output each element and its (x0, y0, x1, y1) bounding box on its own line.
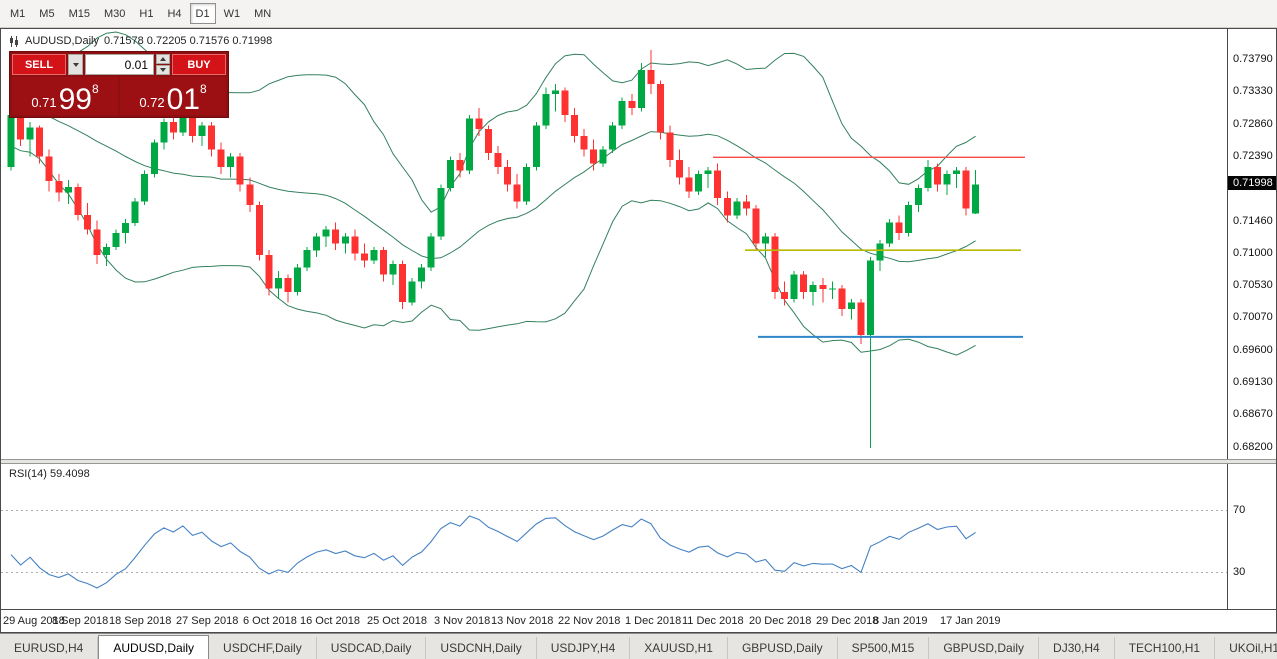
rsi-line (10, 515, 976, 589)
date-axis-label: 11 Dec 2018 (682, 615, 744, 627)
date-axis-label: 17 Jan 2019 (940, 615, 1001, 627)
sell-price-prefix: 0.71 (31, 95, 57, 110)
current-price-tag: 0.71998 (1228, 176, 1276, 190)
price-axis-label: 0.71460 (1233, 215, 1273, 227)
buy-price-sup: 8 (200, 82, 207, 96)
rsi-axis: 70 30 (1227, 464, 1276, 609)
price-axis-label: 0.71000 (1233, 247, 1273, 259)
chart-tab-USDJPY-H4[interactable]: USDJPY,H4 (537, 637, 631, 659)
bollinger-middle (10, 102, 976, 263)
price-axis-label: 0.72860 (1233, 118, 1273, 130)
price-axis-label: 0.73790 (1233, 53, 1273, 65)
volume-increase-button[interactable] (156, 54, 170, 64)
rsi-chart (1, 510, 1227, 589)
arrow-down-icon (160, 68, 166, 72)
date-axis-label: 3 Nov 2018 (434, 615, 491, 627)
chart-tab-DJ30-H4[interactable]: DJ30,H4 (1039, 637, 1115, 659)
timeframe-button-M5[interactable]: M5 (33, 3, 60, 24)
rsi-axis-label: 70 (1233, 504, 1246, 516)
volume-input[interactable] (85, 54, 154, 75)
sell-price-sup: 8 (92, 82, 99, 96)
price-axis-label: 0.69600 (1233, 344, 1273, 356)
sell-price-big: 99 (58, 82, 92, 116)
timeframe-button-H4[interactable]: H4 (161, 3, 187, 24)
timeframe-button-MN[interactable]: MN (248, 3, 277, 24)
timeframe-button-M1[interactable]: M1 (4, 3, 31, 24)
date-axis-label: 8 Sep 2018 (52, 615, 109, 627)
price-axis-label: 0.68200 (1233, 441, 1273, 453)
date-axis-label: 25 Oct 2018 (367, 615, 427, 627)
trade-prices-row: 0.71 99 8 0.72 01 8 (12, 77, 226, 115)
chart-tab-USDCHF-Daily[interactable]: USDCHF,Daily (209, 637, 317, 659)
timeframe-button-D1[interactable]: D1 (189, 3, 216, 24)
chevron-down-icon (72, 62, 79, 67)
timeframe-button-W1[interactable]: W1 (218, 3, 247, 24)
rsi-indicator-panel: RSI(14) 59.4098 70 30 (1, 464, 1276, 609)
chart-tab-USDCNH-Daily[interactable]: USDCNH,Daily (426, 637, 537, 659)
date-axis-label: 18 Sep 2018 (109, 615, 172, 627)
price-axis-label: 0.68670 (1233, 408, 1273, 420)
chart-tab-XAUUSD-H1[interactable]: XAUUSD,H1 (630, 637, 728, 659)
date-axis-label: 29 Aug 2018 (3, 615, 65, 627)
panel-splitter[interactable] (1, 459, 1276, 464)
rsi-label: RSI(14) 59.4098 (9, 468, 90, 480)
arrow-up-icon (160, 57, 166, 61)
volume-dropdown-button[interactable] (68, 54, 83, 75)
chart-tabs-bar: EURUSD,H4 AUDUSD,Daily USDCHF,Daily USDCAD,… (0, 633, 1277, 659)
date-axis-label: 13 Nov 2018 (491, 615, 554, 627)
volume-stepper (156, 54, 170, 75)
sell-price[interactable]: 0.71 99 8 (12, 77, 118, 115)
chart-tab-EURUSD-H4[interactable]: EURUSD,H4 (0, 637, 99, 659)
price-axis-label: 0.69130 (1233, 376, 1273, 388)
date-axis-label: 27 Sep 2018 (176, 615, 239, 627)
date-axis: 29 Aug 2018 8 Sep 2018 18 Sep 2018 27 Sep 2… (1, 609, 1276, 632)
candlestick-chart-icon (10, 35, 18, 47)
chart-tab-UKOil-H1[interactable]: UKOil,H1 (1215, 637, 1277, 659)
buy-button[interactable]: BUY (172, 54, 226, 75)
chart-title: AUDUSD,Daily 0.71578 0.72205 0.71576 0.7… (9, 35, 272, 47)
volume-decrease-button[interactable] (156, 65, 170, 75)
timeframe-toolbar: M1 M5 M15 M30 H1 H4 D1 W1 MN (0, 0, 1277, 28)
price-axis-label: 0.73330 (1233, 85, 1273, 97)
sell-button[interactable]: SELL (12, 54, 66, 75)
price-axis-label: 0.70530 (1233, 279, 1273, 291)
date-axis-label: 6 Oct 2018 (243, 615, 297, 627)
price-axis-label: 0.72390 (1233, 150, 1273, 162)
candles (7, 49, 980, 448)
timeframe-button-M30[interactable]: M30 (98, 3, 131, 24)
date-axis-label: 20 Dec 2018 (749, 615, 812, 627)
symbol-period-label: AUDUSD,Daily (25, 35, 99, 47)
date-axis-label: 22 Nov 2018 (558, 615, 621, 627)
chart-tab-TECH100-H1[interactable]: TECH100,H1 (1115, 637, 1216, 659)
chart-tab-AUDUSD-Daily[interactable]: AUDUSD,Daily (98, 635, 210, 659)
buy-price-prefix: 0.72 (139, 95, 165, 110)
price-axis: 0.73790 0.73330 0.72860 0.72390 0.71460 0.710… (1227, 29, 1276, 459)
timeframe-button-H1[interactable]: H1 (133, 3, 159, 24)
buy-price-big: 01 (166, 82, 200, 116)
chart-tab-GBPUSD-Daily[interactable]: GBPUSD,Daily (929, 637, 1040, 659)
timeframe-button-M15[interactable]: M15 (63, 3, 96, 24)
date-axis-label: 29 Dec 2018 (816, 615, 879, 627)
chart-tab-SP500-M15[interactable]: SP500,M15 (838, 637, 930, 659)
price-axis-label: 0.70070 (1233, 311, 1273, 323)
ohlc-values: 0.71578 0.72205 0.71576 0.71998 (103, 35, 273, 47)
buy-price[interactable]: 0.72 01 8 (120, 77, 226, 115)
date-axis-label: 16 Oct 2018 (300, 615, 360, 627)
main-chart-panel: AUDUSD,Daily 0.71578 0.72205 0.71576 0.7… (1, 29, 1276, 459)
date-axis-label: 8 Jan 2019 (873, 615, 928, 627)
trade-controls-row: SELL BUY (12, 54, 226, 75)
chart-window: AUDUSD,Daily 0.71578 0.72205 0.71576 0.7… (0, 28, 1277, 633)
rsi-axis-label: 30 (1233, 566, 1246, 578)
chart-tab-GBPUSD-Daily[interactable]: GBPUSD,Daily (728, 637, 838, 659)
date-axis-label: 1 Dec 2018 (625, 615, 682, 627)
chart-tab-USDCAD-Daily[interactable]: USDCAD,Daily (317, 637, 427, 659)
price-chart (7, 31, 1025, 448)
